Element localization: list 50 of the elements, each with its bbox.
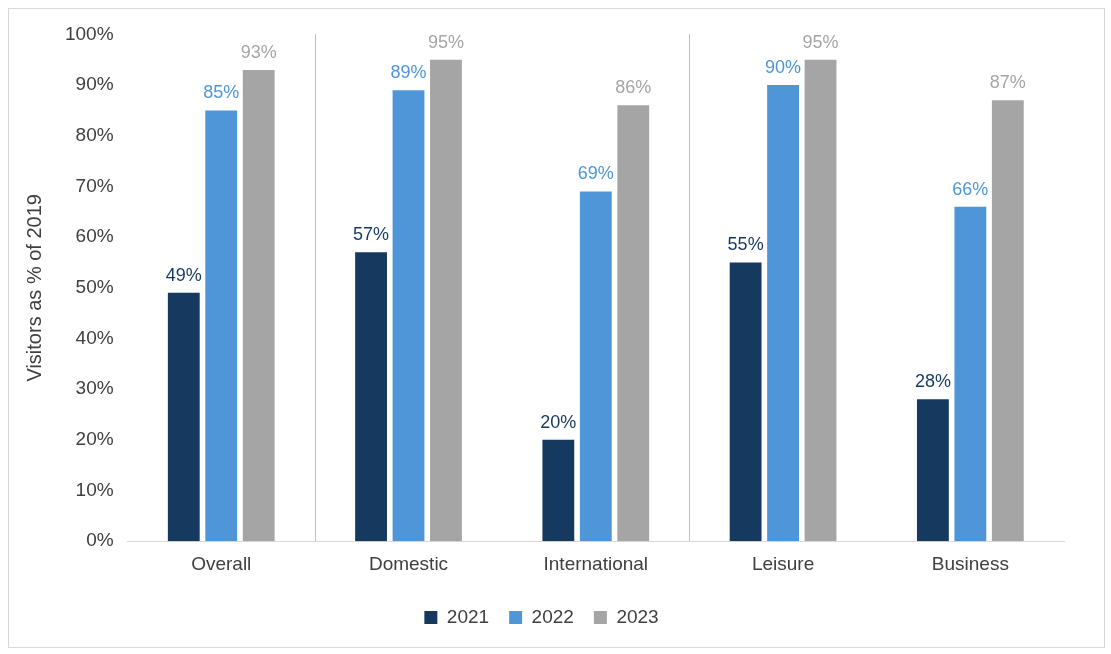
y-tick-label: 20% (75, 428, 114, 450)
y-tick-label: 0% (86, 529, 114, 551)
data-label: 28% (914, 371, 951, 392)
x-tick-label: Leisure (751, 552, 815, 574)
bar (430, 59, 462, 542)
bar (392, 90, 425, 542)
data-label: 89% (390, 62, 427, 83)
y-tick-label: 30% (75, 377, 114, 399)
y-tick-label: 80% (75, 123, 114, 145)
bar (579, 191, 612, 542)
bar (804, 59, 837, 542)
y-tick-label: 40% (75, 326, 114, 348)
data-label: 69% (577, 163, 614, 184)
data-label: 66% (952, 178, 989, 199)
bar (242, 69, 275, 542)
bar (542, 439, 575, 542)
bar (205, 110, 238, 542)
data-label: 55% (727, 234, 764, 255)
x-tick-label: Business (931, 552, 1009, 574)
x-tick-label: International (543, 552, 649, 574)
y-tick-label: 70% (75, 174, 114, 196)
data-label: 49% (165, 264, 202, 285)
data-label: 87% (989, 72, 1026, 93)
bar (355, 252, 387, 542)
legend-label: 2021 (446, 605, 490, 627)
bar (729, 262, 762, 542)
y-tick-label: 10% (75, 478, 114, 500)
data-label: 95% (427, 31, 464, 52)
bar (954, 206, 987, 542)
y-tick-label: 50% (75, 276, 114, 298)
y-tick-label: 90% (75, 73, 114, 95)
x-tick-label: Overall (191, 552, 252, 574)
data-label: 20% (540, 411, 577, 432)
data-label: 57% (353, 224, 390, 245)
y-axis-title: Visitors as % of 2019 (22, 194, 45, 382)
bar (167, 292, 200, 542)
legend-label: 2023 (616, 605, 659, 627)
bar (991, 100, 1024, 542)
bar (767, 85, 799, 542)
data-label: 90% (765, 57, 802, 78)
y-tick-label: 100% (64, 22, 114, 44)
bar (617, 105, 650, 542)
data-label: 86% (615, 77, 652, 98)
legend-label: 2022 (531, 605, 574, 627)
data-label: 95% (802, 31, 839, 52)
bar (916, 399, 949, 542)
x-tick-label: Domestic (368, 552, 449, 574)
data-label: 93% (240, 41, 277, 62)
data-label: 85% (203, 82, 240, 103)
y-tick-label: 60% (75, 225, 114, 247)
